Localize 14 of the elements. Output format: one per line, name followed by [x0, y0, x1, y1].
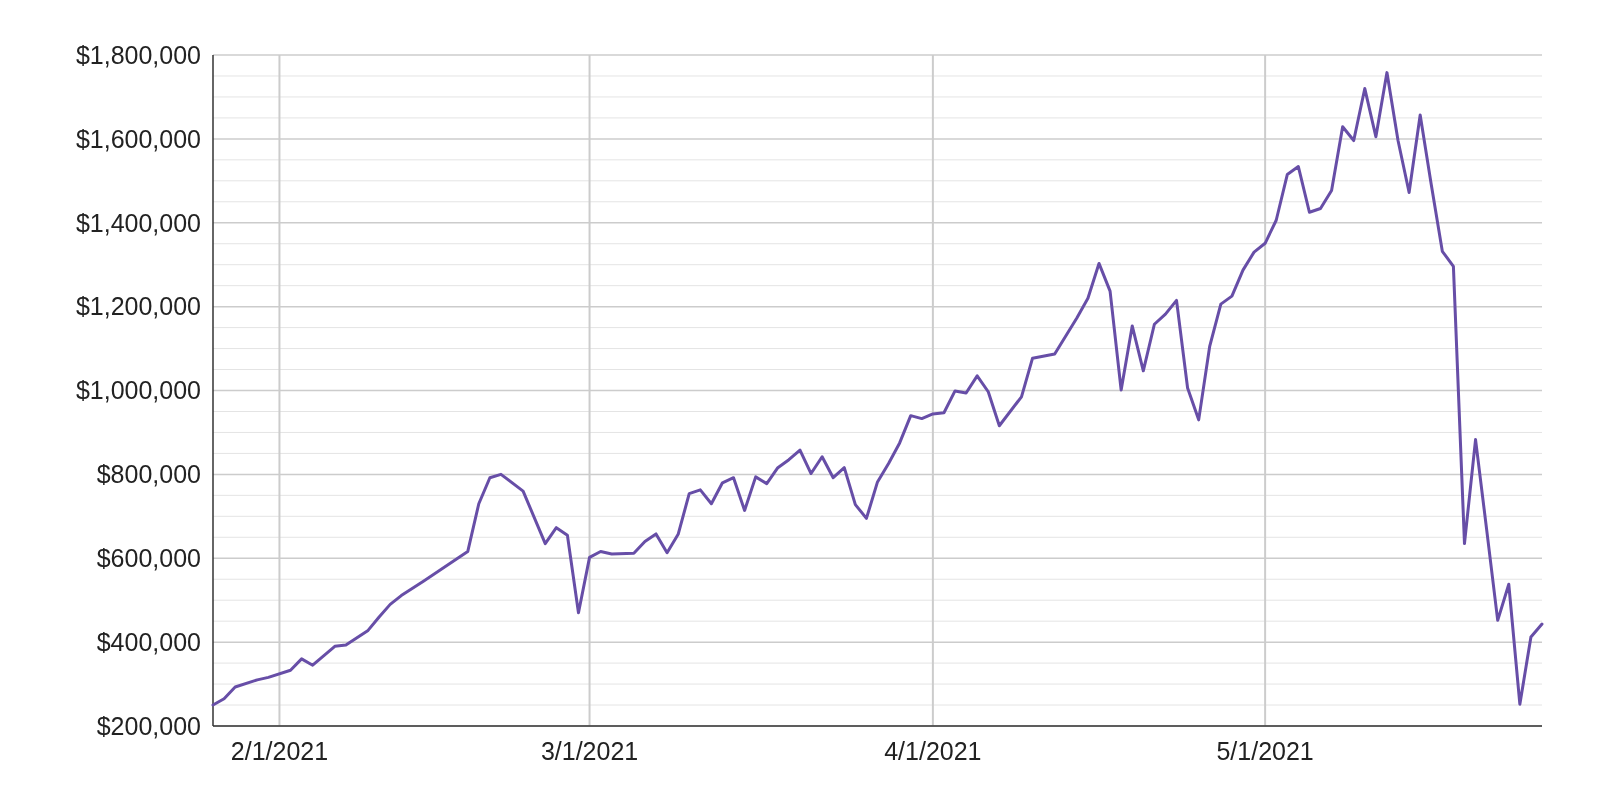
line-series [211, 71, 1544, 707]
y-tick-label: $400,000 [96, 627, 201, 656]
y-tick-label: $1,800,000 [75, 40, 201, 69]
y-tick-label: $1,200,000 [75, 292, 201, 321]
x-tick-label: 3/1/2021 [540, 737, 639, 765]
x-tick-label: 2/1/2021 [230, 737, 329, 765]
y-tick-label: $600,000 [96, 544, 201, 572]
x-tick-label: 4/1/2021 [884, 737, 982, 765]
y-tick-label: $200,000 [96, 711, 201, 740]
x-tick-label: 5/1/2021 [1216, 737, 1314, 765]
y-tick-label: $800,000 [96, 460, 201, 489]
y-tick-label: $1,000,000 [75, 376, 201, 405]
y-tick-label: $1,600,000 [75, 124, 201, 153]
y-tick-label: $1,400,000 [75, 208, 201, 237]
